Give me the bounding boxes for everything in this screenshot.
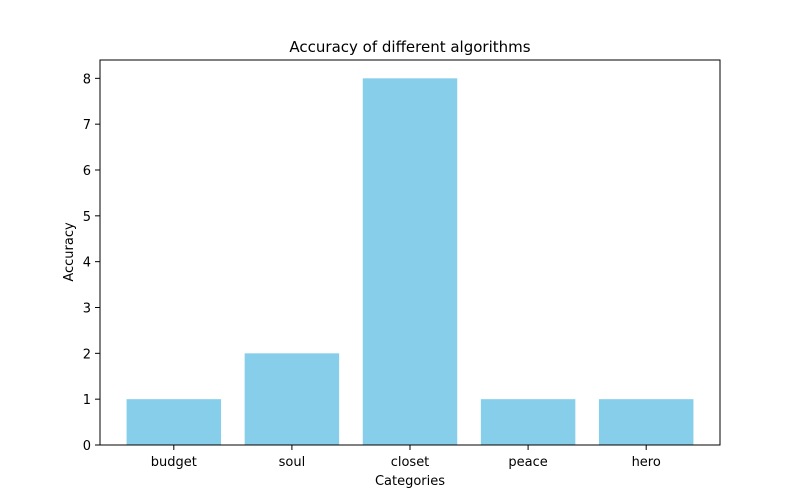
bar-closet: [362, 78, 458, 445]
y-tick-label: 5: [83, 210, 91, 225]
y-tick-label: 4: [83, 256, 91, 271]
y-tick-label: 8: [83, 72, 91, 87]
bar-hero: [598, 399, 694, 445]
x-axis-label: Categories: [375, 474, 445, 489]
x-tick-label: peace: [508, 455, 547, 470]
x-tick-label: hero: [632, 455, 661, 470]
bar-budget: [126, 399, 222, 445]
x-tick-label: closet: [391, 455, 430, 470]
chart-title: Accuracy of different algorithms: [289, 38, 530, 56]
bars-group: [126, 78, 694, 445]
y-axis-ticks: 0 1 2 3 4 5 6 7 8: [83, 72, 100, 454]
y-tick-label: 7: [83, 118, 91, 133]
bar-peace: [480, 399, 576, 445]
x-tick-label: budget: [151, 455, 197, 470]
x-tick-label: soul: [279, 455, 306, 470]
bar-soul: [244, 353, 340, 445]
y-tick-label: 6: [83, 164, 91, 179]
y-tick-label: 1: [83, 393, 91, 408]
x-axis-ticks: budget soul closet peace hero: [151, 445, 661, 470]
y-tick-label: 3: [83, 302, 91, 317]
y-axis-label: Accuracy: [62, 222, 77, 282]
y-tick-label: 0: [83, 439, 91, 454]
y-tick-label: 2: [83, 347, 91, 362]
